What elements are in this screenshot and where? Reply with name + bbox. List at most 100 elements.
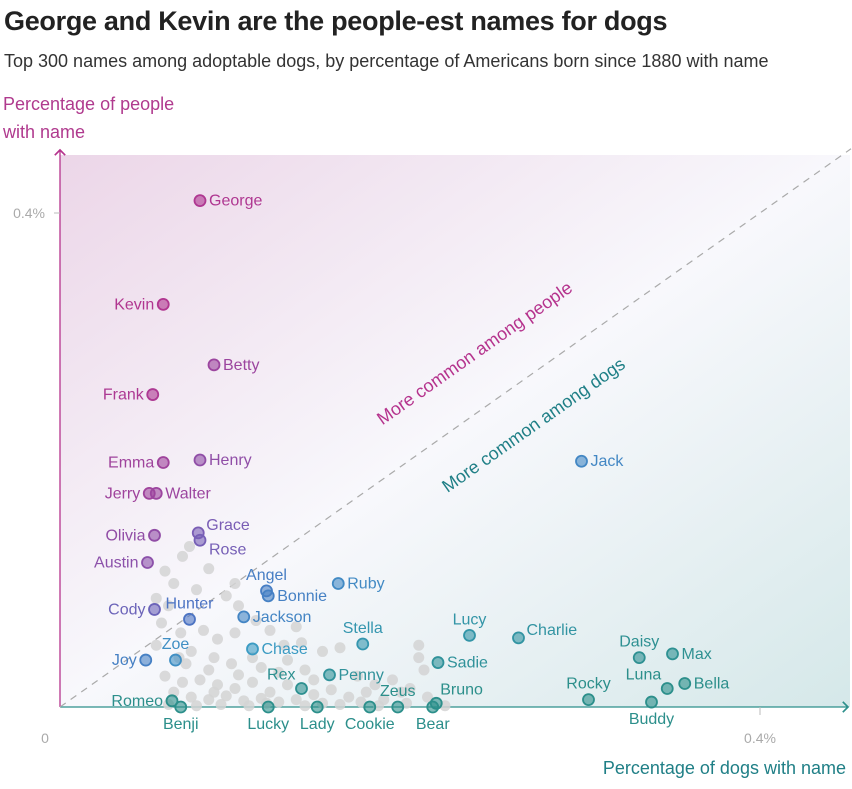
other-name-point xyxy=(233,600,244,612)
other-name-point xyxy=(247,676,258,688)
other-name-point xyxy=(290,621,302,633)
point-frank xyxy=(146,388,160,401)
point-romeo xyxy=(165,694,179,708)
other-name-point xyxy=(290,694,302,706)
y-axis-label: Percentage of people with name xyxy=(3,94,175,142)
point-bonnie xyxy=(261,589,275,603)
other-name-point xyxy=(334,642,346,654)
point-rocky xyxy=(582,693,595,706)
other-name-point xyxy=(299,664,311,676)
label-luna: Luna xyxy=(626,666,662,683)
label-bear: Bear xyxy=(416,716,450,733)
point-emma xyxy=(156,456,170,469)
label-cookie: Cookie xyxy=(345,716,395,733)
label-ruby: Ruby xyxy=(347,576,384,593)
point-lady xyxy=(310,700,324,714)
x-axis-label: Percentage of dogs with name xyxy=(602,758,846,778)
other-name-point xyxy=(360,686,372,698)
label-zoe: Zoe xyxy=(162,636,190,653)
point-lucy xyxy=(463,628,476,642)
other-name-point xyxy=(229,627,241,639)
label-kevin: Kevin xyxy=(114,296,154,313)
other-name-point xyxy=(278,639,290,651)
label-jerry: Jerry xyxy=(105,485,141,502)
other-name-point xyxy=(296,637,307,649)
other-name-point xyxy=(168,578,180,589)
other-name-point xyxy=(229,682,241,694)
point-betty xyxy=(207,358,221,372)
other-name-point xyxy=(255,661,267,673)
label-hunter: Hunter xyxy=(165,595,214,612)
other-name-point xyxy=(175,627,187,639)
other-name-point xyxy=(159,565,171,577)
point-buddy xyxy=(645,695,658,709)
point-walter xyxy=(149,486,163,500)
label-rose: Rose xyxy=(209,541,246,558)
y-tick-label: 0.4% xyxy=(13,205,45,221)
other-name-point xyxy=(150,592,162,604)
other-name-point xyxy=(212,633,223,645)
point-bear xyxy=(426,700,440,714)
other-name-point xyxy=(185,645,197,657)
point-rex xyxy=(295,682,308,695)
other-name-point xyxy=(317,645,328,657)
other-name-point xyxy=(325,684,337,696)
label-betty: Betty xyxy=(223,357,259,374)
label-charlie: Charlie xyxy=(527,622,578,639)
point-sadie xyxy=(431,656,445,669)
label-romeo: Romeo xyxy=(111,693,163,710)
label-austin: Austin xyxy=(94,555,138,572)
label-lucky: Lucky xyxy=(247,716,289,733)
point-olivia xyxy=(148,528,161,542)
other-name-point xyxy=(191,700,202,712)
point-charlie xyxy=(512,631,525,645)
point-benji xyxy=(174,700,188,714)
other-name-point xyxy=(203,563,215,575)
other-name-point xyxy=(243,700,255,712)
label-buddy: Buddy xyxy=(629,711,674,728)
other-name-point xyxy=(282,679,293,691)
other-name-point xyxy=(250,615,262,627)
other-name-point xyxy=(226,658,237,670)
point-daisy xyxy=(632,651,646,664)
point-luna xyxy=(660,682,674,695)
label-bonnie: Bonnie xyxy=(277,588,327,605)
x-tick-label: 0 xyxy=(41,730,49,746)
point-stella xyxy=(356,637,370,651)
point-george xyxy=(193,194,207,208)
label-penny: Penny xyxy=(339,667,384,684)
other-name-point xyxy=(418,664,430,676)
other-name-point xyxy=(203,664,215,676)
label-frank: Frank xyxy=(103,387,145,404)
other-name-point xyxy=(334,699,346,711)
other-name-point xyxy=(369,679,381,691)
other-name-point xyxy=(273,666,285,678)
label-lucy: Lucy xyxy=(453,611,487,628)
other-name-point xyxy=(220,690,232,702)
other-name-point xyxy=(208,652,220,664)
x-tick-label: 0.4% xyxy=(744,730,776,746)
label-stella: Stella xyxy=(343,620,383,637)
other-name-point xyxy=(208,686,220,698)
other-name-point xyxy=(229,578,241,589)
label-george: George xyxy=(209,193,262,210)
label-henry: Henry xyxy=(209,452,252,469)
other-name-point xyxy=(247,652,258,664)
other-name-point xyxy=(163,600,174,612)
other-name-point xyxy=(185,691,197,703)
other-name-point xyxy=(194,674,206,686)
chart-subtitle: Top 300 names among adoptable dogs, by p… xyxy=(4,51,769,71)
label-emma: Emma xyxy=(108,454,154,471)
other-name-point xyxy=(387,674,398,686)
other-name-point xyxy=(404,682,416,694)
point-cody xyxy=(148,603,161,616)
label-rocky: Rocky xyxy=(566,676,610,693)
other-name-point xyxy=(395,686,407,698)
other-name-point xyxy=(422,691,433,703)
label-walter: Walter xyxy=(165,485,211,502)
point-henry xyxy=(193,453,207,467)
chart-title: George and Kevin are the people-est name… xyxy=(4,6,668,36)
label-bruno: Bruno xyxy=(440,681,483,698)
label-sadie: Sadie xyxy=(447,655,488,672)
